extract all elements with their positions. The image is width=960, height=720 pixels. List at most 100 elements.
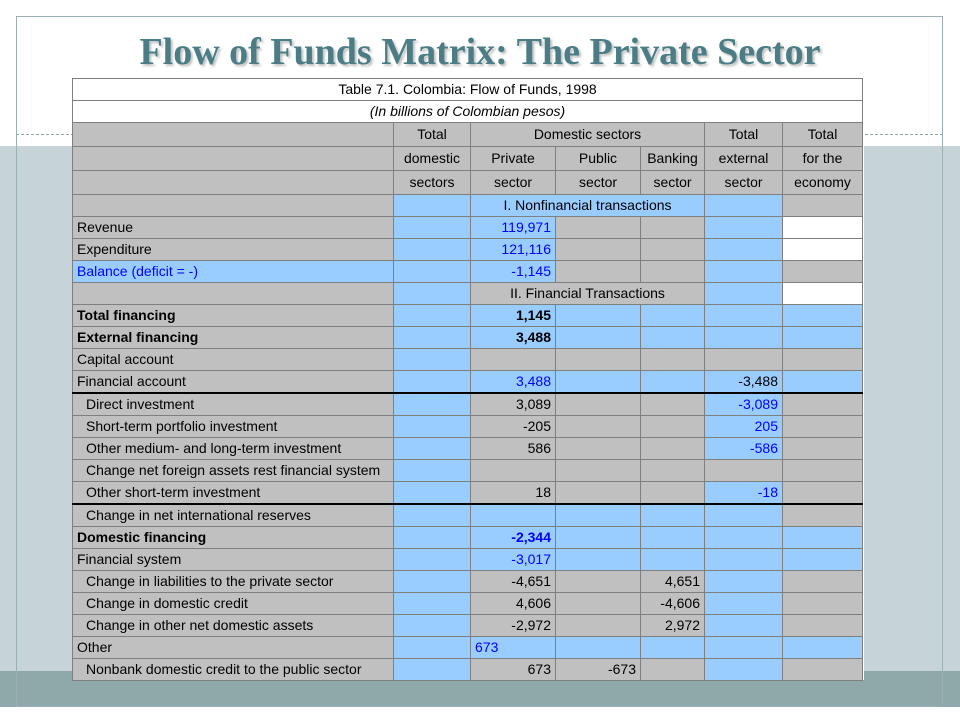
section-row: II. Financial Transactions [72,282,864,305]
table-cell [704,636,783,659]
private-value: 18 [470,481,556,505]
table-cell [781,282,864,305]
private-value: -205 [470,415,556,438]
section-row: I. Nonfinancial transactions [72,194,864,217]
table-title-row: Table 7.1. Colombia: Flow of Funds, 1998 [71,78,864,101]
table-cell [640,348,705,371]
row-label: Total financing [72,304,394,327]
flow-of-funds-table-container: Table 7.1. Colombia: Flow of Funds, 1998… [71,78,864,681]
table-cell [640,437,705,460]
table-cell [704,260,783,283]
table-cell [555,238,641,261]
header-total-economy-1: Total [781,122,864,147]
table-cell [393,636,471,659]
table-cell [640,370,705,394]
table-cell [393,503,471,527]
table-cell [555,370,641,394]
row-label: Capital account [72,348,394,371]
table-cell [640,326,705,349]
table-cell [781,459,864,482]
table-cell [781,304,864,327]
table-cell [555,437,641,460]
table-cell [781,548,864,571]
section-title-nonfinancial: I. Nonfinancial transactions [470,194,705,217]
table-cell [781,348,864,371]
header-blank [72,122,394,147]
table-cell [393,526,471,549]
table-cell [555,548,641,571]
table-cell [393,392,471,416]
table-cell [781,370,864,394]
table-row: Revenue 119,971 [72,216,864,239]
private-value: 3,089 [470,392,556,416]
row-label: Other short-term investment [72,481,394,505]
table-row: Change in other net domestic assets -2,9… [72,614,864,637]
table-row: Change in domestic credit 4,606 -4,606 [72,592,864,615]
flow-of-funds-table: Table 7.1. Colombia: Flow of Funds, 1998… [71,78,864,681]
table-cell [555,503,641,527]
table-row: Expenditure 121,116 [72,238,864,261]
table-cell [640,392,705,416]
table-cell [393,370,471,394]
table-cell [704,348,783,371]
table-cell [640,459,705,482]
table-row: Other 673 [72,636,864,659]
private-value: 1,145 [470,304,556,327]
row-label: Change net foreign assets rest financial… [72,459,394,482]
table-cell [555,260,641,283]
table-cell [781,392,864,416]
header-domestic-sectors: Domestic sectors [470,122,705,147]
private-value: 673 [470,636,556,659]
table-title: Table 7.1. Colombia: Flow of Funds, 1998 [71,78,864,101]
table-cell [704,592,783,615]
row-label: Change in other net domestic assets [72,614,394,637]
table-cell [555,459,641,482]
table-row: Capital account [72,348,864,371]
table-subtitle: (In billions of Colombian pesos) [71,100,864,123]
table-cell [555,326,641,349]
table-cell [781,614,864,637]
table-row: External financing 3,488 [72,326,864,349]
table-row: Change in net international reserves [72,503,864,527]
table-cell [640,503,705,527]
table-cell [640,481,705,505]
private-value: 3,488 [470,326,556,349]
table-cell [72,282,394,305]
private-value: 586 [470,437,556,460]
table-cell [555,216,641,239]
table-row: Other short-term investment 18 -18 [72,481,864,505]
table-row: Financial account 3,488 -3,488 [72,370,864,394]
banking-value: -4,606 [640,592,705,615]
header-blank [72,146,394,171]
row-label: Other medium- and long-term investment [72,437,394,460]
header-total-economy-2: for the [781,146,864,171]
table-cell [555,526,641,549]
table-cell [393,194,471,217]
row-label: External financing [72,326,394,349]
table-cell [393,481,471,505]
table-cell [555,392,641,416]
private-value: 673 [470,658,556,681]
private-value: -4,651 [470,570,556,593]
table-cell [393,437,471,460]
header-total-external-3: sector [704,170,783,195]
banking-value: 4,651 [640,570,705,593]
table-cell [470,503,556,527]
table-cell [640,304,705,327]
table-row: Domestic financing -2,344 [72,526,864,549]
table-cell [704,459,783,482]
table-cell [704,614,783,637]
header-private-1: Private [470,146,556,171]
header-row-2: domestic Private Public Banking external… [72,146,864,171]
table-cell [781,326,864,349]
external-value: -3,089 [704,392,783,416]
row-label: Change in liabilities to the private sec… [72,570,394,593]
header-total-external-2: external [704,146,783,171]
table-cell [781,503,864,527]
row-label: Change in net international reserves [72,503,394,527]
row-label: Financial account [72,370,394,394]
public-value: -673 [555,658,641,681]
row-label: Change in domestic credit [72,592,394,615]
header-total-external-1: Total [704,122,783,147]
table-cell [781,570,864,593]
